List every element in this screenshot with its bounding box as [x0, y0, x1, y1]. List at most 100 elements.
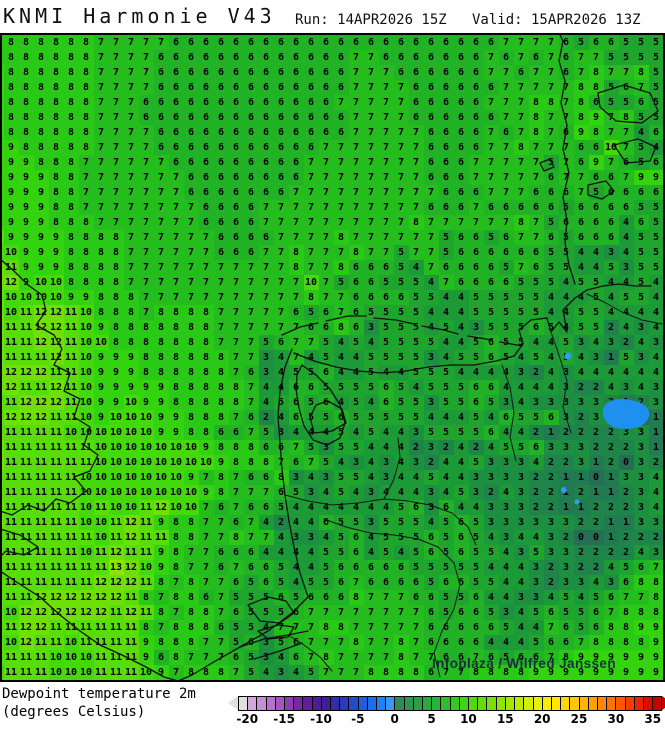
grid-cell: 7: [153, 35, 169, 50]
grid-cell: 12: [48, 604, 64, 620]
grid-cell: 7: [198, 259, 214, 275]
grid-cell: 7: [603, 64, 619, 80]
grid-cell: 5: [468, 529, 484, 545]
grid-cell: 10: [183, 439, 199, 455]
grid-cell: 4: [288, 499, 304, 515]
grid-cell: 6: [303, 379, 319, 395]
grid-cell: 11: [3, 439, 19, 455]
grid-cell: 8: [138, 589, 154, 605]
grid-cell: 6: [273, 589, 289, 605]
grid-cell: 4: [318, 424, 334, 440]
grid-cell: 8: [528, 109, 544, 125]
grid-cell: 8: [618, 109, 634, 125]
grid-cell: 8: [573, 94, 589, 110]
grid-cell: 6: [183, 124, 199, 140]
grid-cell: 7: [408, 604, 424, 620]
grid-cell: 11: [33, 379, 49, 395]
grid-cell: 10: [168, 439, 184, 455]
grid-cell: 4: [543, 334, 559, 350]
grid-cell: 6: [258, 49, 274, 65]
grid-cell: 12: [33, 364, 49, 380]
grid-cell: 6: [438, 169, 454, 185]
grid-cell: 7: [348, 169, 364, 185]
grid-cell: 7: [378, 589, 394, 605]
grid-cell: 6: [288, 394, 304, 410]
grid-cell: 6: [228, 544, 244, 560]
grid-cell: 4: [378, 424, 394, 440]
grid-cell: 5: [423, 424, 439, 440]
grid-cell: 5: [588, 289, 604, 305]
grid-cell: 4: [333, 454, 349, 470]
grid-cell: 11: [48, 424, 64, 440]
grid-cell: 7: [378, 64, 394, 80]
grid-cell: 7: [513, 35, 529, 50]
grid-cell: 7: [318, 229, 334, 245]
grid-cell: 4: [438, 409, 454, 425]
grid-cell: 4: [258, 394, 274, 410]
grid-cell: 11: [93, 559, 109, 575]
grid-cell: 6: [138, 109, 154, 125]
grid-cell: 8: [183, 604, 199, 620]
grid-cell: 8: [153, 319, 169, 335]
grid-cell: 7: [348, 649, 364, 665]
grid-cell: 4: [423, 304, 439, 320]
grid-cell: 7: [378, 139, 394, 155]
grid-cell: 5: [558, 259, 574, 275]
grid-cell: 8: [528, 94, 544, 110]
colorbar-segment: [588, 697, 598, 710]
colorbar-segment: [413, 697, 424, 710]
grid-cell: 8: [198, 349, 214, 365]
grid-cell: 8: [78, 64, 94, 80]
grid-cell: 6: [213, 214, 229, 230]
grid-cell: 5: [333, 514, 349, 530]
grid-cell: 6: [588, 199, 604, 215]
grid-cell: 4: [333, 349, 349, 365]
grid-cell: 4: [273, 529, 289, 545]
grid-cell: 10: [183, 499, 199, 515]
grid-cell: 6: [258, 139, 274, 155]
grid-cell: 7: [243, 529, 259, 545]
grid-cell: 11: [48, 499, 64, 515]
grid-cell: 8: [63, 94, 79, 110]
grid-cell: 7: [153, 619, 169, 635]
grid-cell: 5: [618, 35, 634, 50]
grid-cell: 2: [588, 499, 604, 515]
grid-cell: 11: [33, 454, 49, 470]
grid-cell: 4: [558, 289, 574, 305]
grid-cell: 5: [348, 409, 364, 425]
grid-cell: 5: [618, 49, 634, 65]
grid-cell: 7: [303, 334, 319, 350]
grid-cell: 3: [483, 499, 499, 515]
colorbar-segment: [496, 697, 506, 710]
grid-cell: 5: [498, 289, 514, 305]
grid-cell: 8: [213, 664, 229, 680]
grid-cell: 6: [558, 184, 574, 200]
grid-cell: 7: [378, 169, 394, 185]
grid-cell: 6: [423, 35, 439, 50]
grid-cell: 5: [393, 244, 409, 260]
grid-cell: 8: [138, 319, 154, 335]
grid-cell: 6: [303, 589, 319, 605]
grid-cell: 10: [108, 484, 124, 500]
grid-cell: 8: [63, 169, 79, 185]
grid-cell: 3: [573, 334, 589, 350]
grid-cell: 4: [618, 304, 634, 320]
grid-cell: 12: [63, 604, 79, 620]
grid-cell: 8: [168, 319, 184, 335]
grid-cell: 7: [123, 169, 139, 185]
grid-cell: 7: [273, 619, 289, 635]
grid-cell: 9: [588, 109, 604, 125]
grid-cell: 5: [423, 559, 439, 575]
grid-cell: 8: [3, 64, 19, 80]
grid-cell: 6: [258, 64, 274, 80]
grid-cell: 7: [258, 529, 274, 545]
grid-cell: 7: [198, 559, 214, 575]
grid-cell: 6: [318, 364, 334, 380]
grid-cell: 8: [348, 244, 364, 260]
grid-cell: 7: [363, 109, 379, 125]
grid-cell: 2: [618, 484, 634, 500]
grid-cell: 4: [363, 439, 379, 455]
grid-cell: 8: [33, 35, 49, 50]
grid-cell: 4: [483, 634, 499, 650]
